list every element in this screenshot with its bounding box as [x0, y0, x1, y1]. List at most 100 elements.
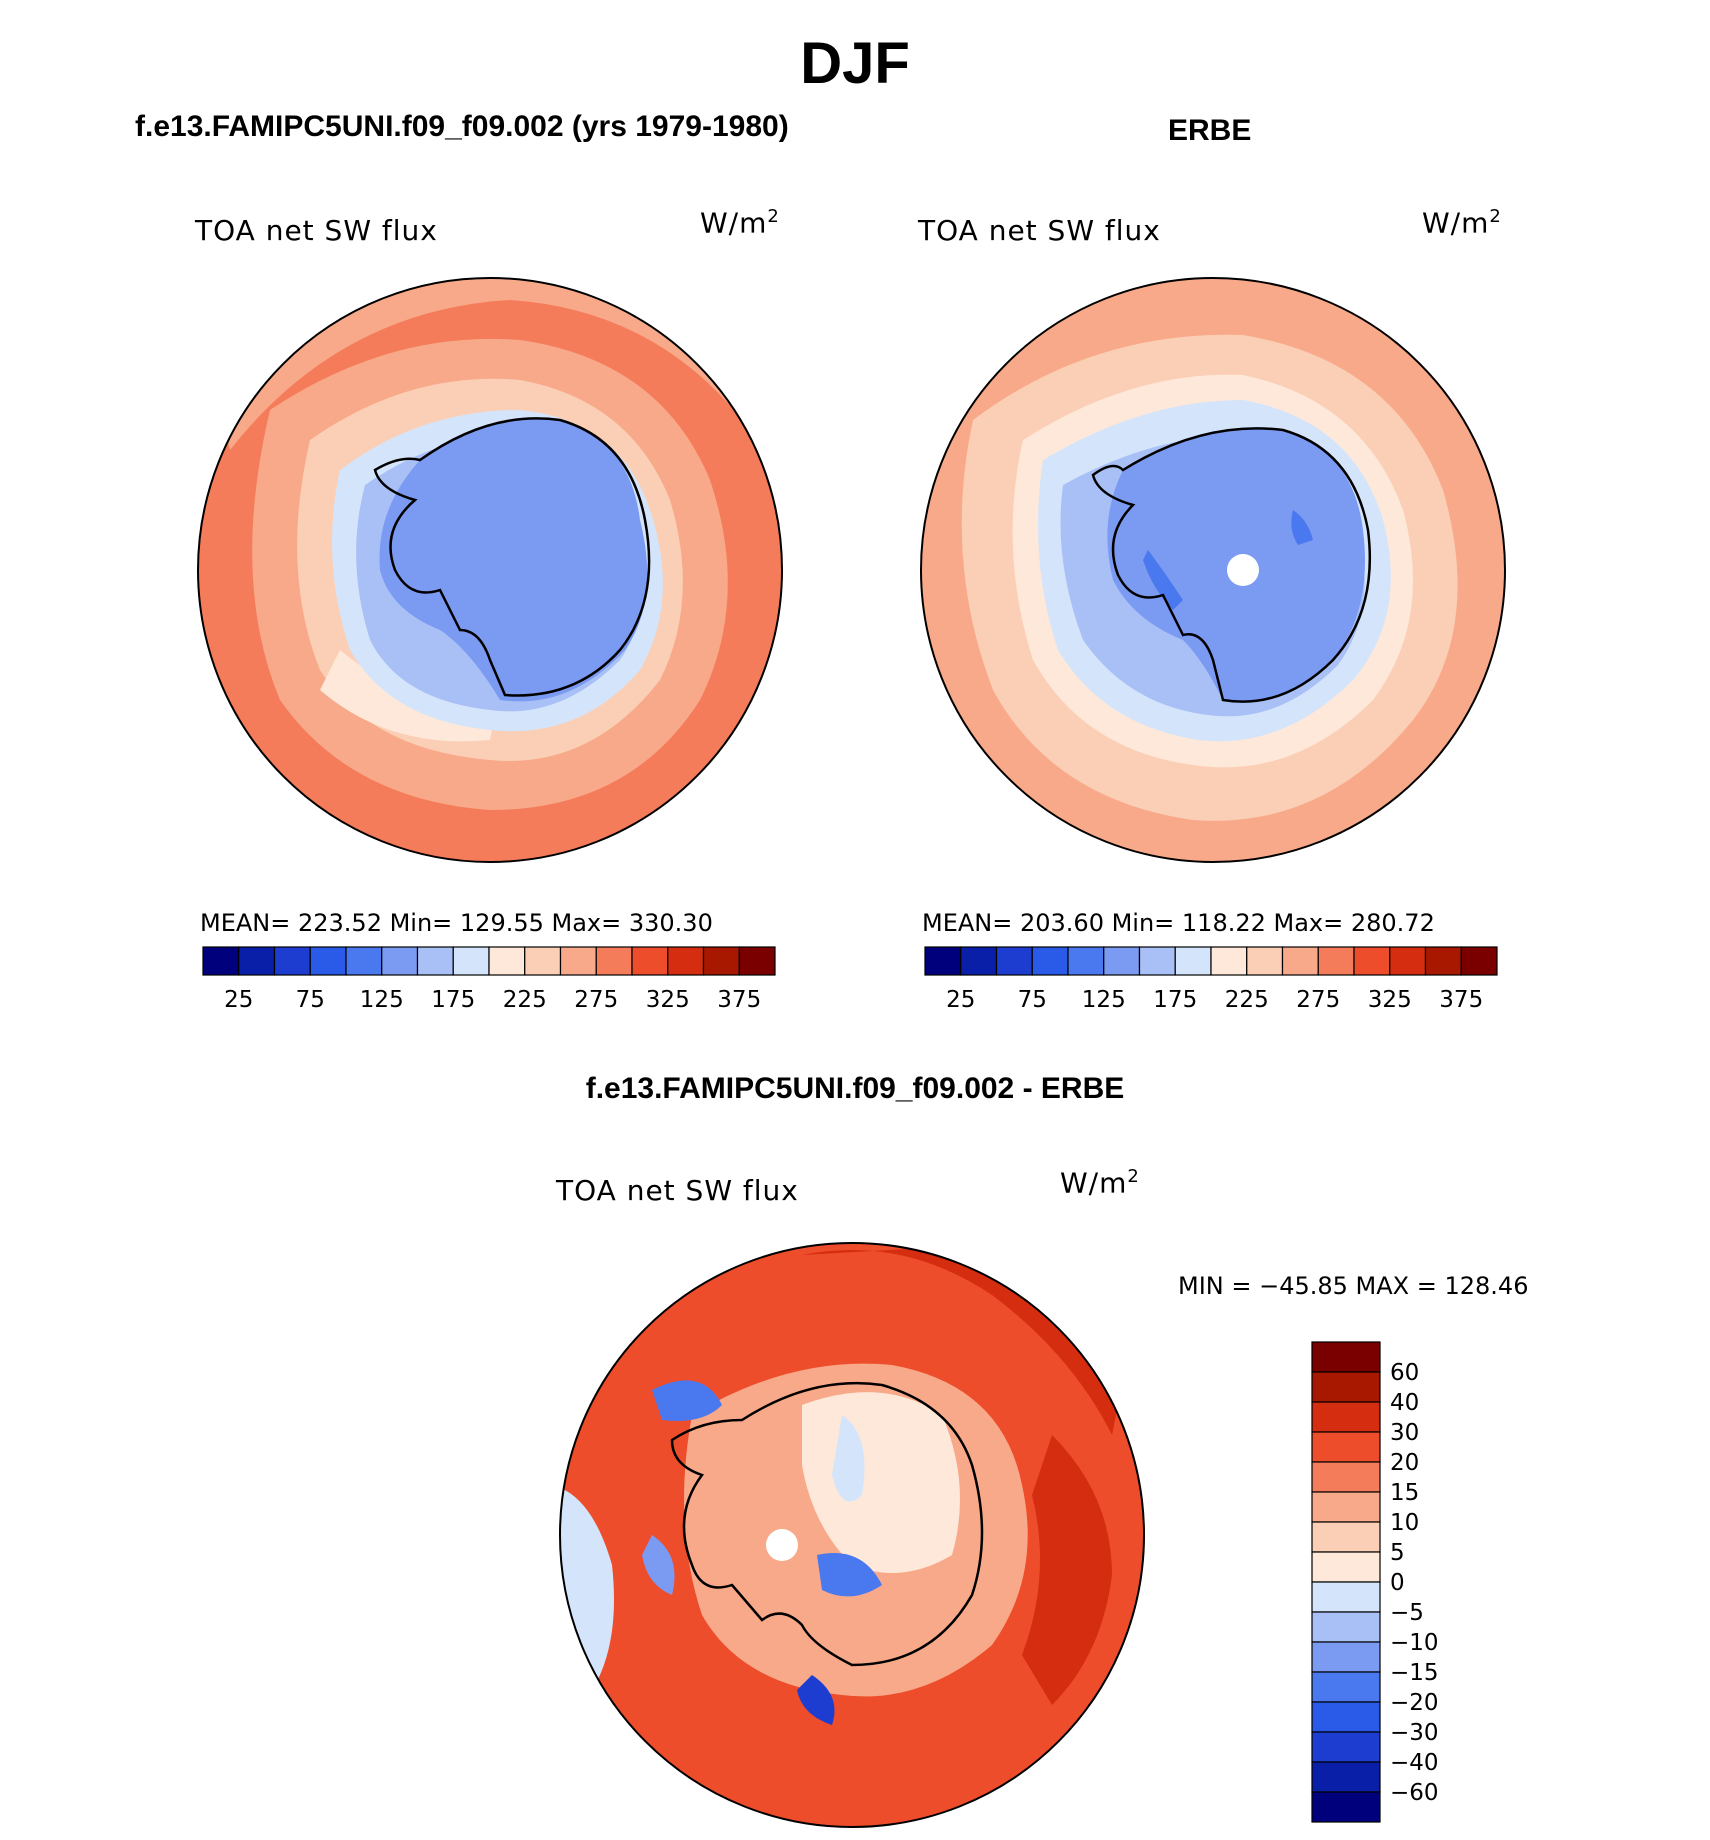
diff-colorbar-box — [1311, 1341, 1381, 1373]
model-map — [197, 277, 783, 863]
diff-map — [559, 1242, 1145, 1828]
obs-units-label: W/m2 — [1422, 206, 1502, 240]
diff-colorbar-box — [1311, 1401, 1381, 1433]
model-colorbar-box — [559, 946, 597, 976]
model-colorbar-box — [309, 946, 347, 976]
model-colorbar-tick-label: 225 — [503, 987, 547, 1013]
obs-colorbar-tick-label: 125 — [1082, 987, 1126, 1013]
model-colorbar-box — [416, 946, 454, 976]
diff-units-label: W/m2 — [1060, 1166, 1140, 1200]
model-colorbar-box — [595, 946, 633, 976]
obs-colorbar-box — [960, 946, 998, 976]
obs-colorbar-tick-label: 275 — [1296, 987, 1340, 1013]
figure-title: DJF — [800, 31, 910, 96]
diff-field-interior-neg — [832, 1415, 865, 1502]
diff-field-neg-strong — [797, 1675, 835, 1725]
obs-colorbar-tick-label: 375 — [1439, 987, 1483, 1013]
diff-coastline — [670, 1381, 984, 1667]
model-colorbar-box — [202, 946, 240, 976]
diff-colorbar-tick-label: −30 — [1390, 1720, 1439, 1746]
obs-colorbar-box — [1281, 946, 1319, 976]
diff-colorbar-tick-label: 5 — [1390, 1540, 1405, 1566]
diff-colorbar-box — [1311, 1461, 1381, 1493]
obs-colorbar-box — [1067, 946, 1105, 976]
model-colorbar-box — [631, 946, 669, 976]
diff-field-neg-peninsula — [642, 1535, 675, 1595]
diff-colorbar-box — [1311, 1581, 1381, 1613]
diff-colorbar-tick-label: 15 — [1390, 1480, 1419, 1506]
obs-colorbar-box — [995, 946, 1033, 976]
diff-colorbar-box — [1311, 1701, 1381, 1733]
diff-colorbar-tick-label: 60 — [1390, 1360, 1419, 1386]
diff-colorbar-box — [1311, 1641, 1381, 1673]
model-colorbar-box — [452, 946, 490, 976]
obs-colorbar-box — [1031, 946, 1069, 976]
diff-colorbar-tick-label: −10 — [1390, 1630, 1439, 1656]
diff-colorbar-tick-label: −40 — [1390, 1750, 1439, 1776]
model-coastline — [373, 417, 651, 697]
diff-colorbar: 60 40 30 20 15 10 5 0 −5 −10 −15 −20 −30 −40 −60 — [1311, 1341, 1439, 1823]
obs-colorbar-box — [1174, 946, 1212, 976]
obs-field-polehole — [1227, 554, 1259, 586]
diff-colorbar-tick-label: 10 — [1390, 1510, 1419, 1536]
diff-colorbar-tick-label: 40 — [1390, 1390, 1419, 1416]
model-stats: MEAN= 223.52 Min= 129.55 Max= 330.30 — [200, 909, 713, 937]
obs-map-border — [920, 277, 1506, 863]
diff-colorbar-box — [1311, 1491, 1381, 1523]
diff-colorbar-tick-label: 20 — [1390, 1450, 1419, 1476]
diff-field-neg-west — [652, 1380, 722, 1421]
model-colorbar-tick-label: 75 — [296, 987, 325, 1013]
diff-colorbar-box — [1311, 1731, 1381, 1763]
model-colorbar-box — [702, 946, 740, 976]
diff-colorbar-tick-label: 30 — [1390, 1420, 1419, 1446]
model-field-continent — [379, 418, 648, 702]
obs-colorbar-tick-label: 175 — [1153, 987, 1197, 1013]
obs-colorbar-box — [1103, 946, 1141, 976]
diff-colorbar-box — [1311, 1791, 1381, 1823]
diff-colorbar-box — [1311, 1611, 1381, 1643]
model-colorbar-box — [738, 946, 776, 976]
obs-colorbar-box — [1389, 946, 1427, 976]
model-map-border — [197, 277, 783, 863]
obs-colorbar-tick-label: 75 — [1018, 987, 1047, 1013]
obs-variable-label: TOA net SW flux — [918, 214, 1161, 247]
obs-field-low-1 — [1143, 550, 1183, 610]
model-colorbar-box — [524, 946, 562, 976]
obs-colorbar-box — [1424, 946, 1462, 976]
model-panel-title: f.e13.FAMIPC5UNI.f09_f09.002 (yrs 1979-1… — [135, 110, 789, 143]
diff-colorbar-box — [1311, 1761, 1381, 1793]
obs-colorbar-box — [924, 946, 962, 976]
diff-colorbar-tick-label: −5 — [1390, 1600, 1424, 1626]
obs-colorbar-box — [1317, 946, 1355, 976]
obs-colorbar-box — [1246, 946, 1284, 976]
diff-colorbar-tick-label: 0 — [1390, 1570, 1405, 1596]
model-colorbar-tick-label: 125 — [360, 987, 404, 1013]
model-colorbar-box — [667, 946, 705, 976]
obs-colorbar-box — [1210, 946, 1248, 976]
model-colorbar-box — [273, 946, 311, 976]
diff-field-polehole — [766, 1529, 798, 1561]
obs-colorbar-box — [1460, 946, 1498, 976]
diff-colorbar-box — [1311, 1521, 1381, 1553]
obs-coastline — [1091, 427, 1372, 703]
model-colorbar-tick-label: 325 — [646, 987, 690, 1013]
model-colorbar-box — [345, 946, 383, 976]
model-colorbar-tick-label: 275 — [574, 987, 618, 1013]
obs-colorbar-tick-label: 25 — [946, 987, 975, 1013]
obs-colorbar-tick-label: 225 — [1225, 987, 1269, 1013]
diff-colorbar-tick-label: −15 — [1390, 1660, 1439, 1686]
model-colorbar-tick-label: 25 — [224, 987, 253, 1013]
model-colorbar-box — [381, 946, 419, 976]
diff-colorbar-tick-label: −20 — [1390, 1690, 1439, 1716]
diff-colorbar-box — [1311, 1551, 1381, 1583]
diff-colorbar-box — [1311, 1671, 1381, 1703]
diff-colorbar-box — [1311, 1431, 1381, 1463]
model-colorbar-tick-label: 375 — [717, 987, 761, 1013]
model-colorbar-box — [238, 946, 276, 976]
obs-map — [920, 277, 1506, 863]
model-units-label: W/m2 — [700, 206, 780, 240]
obs-colorbar: 25 75 125 175 225 275 325 375 — [924, 946, 1498, 1013]
obs-field-low-2 — [1291, 510, 1313, 545]
diff-panel-title: f.e13.FAMIPC5UNI.f09_f09.002 - ERBE — [585, 1072, 1125, 1105]
diff-colorbar-tick-label: −60 — [1390, 1780, 1439, 1806]
